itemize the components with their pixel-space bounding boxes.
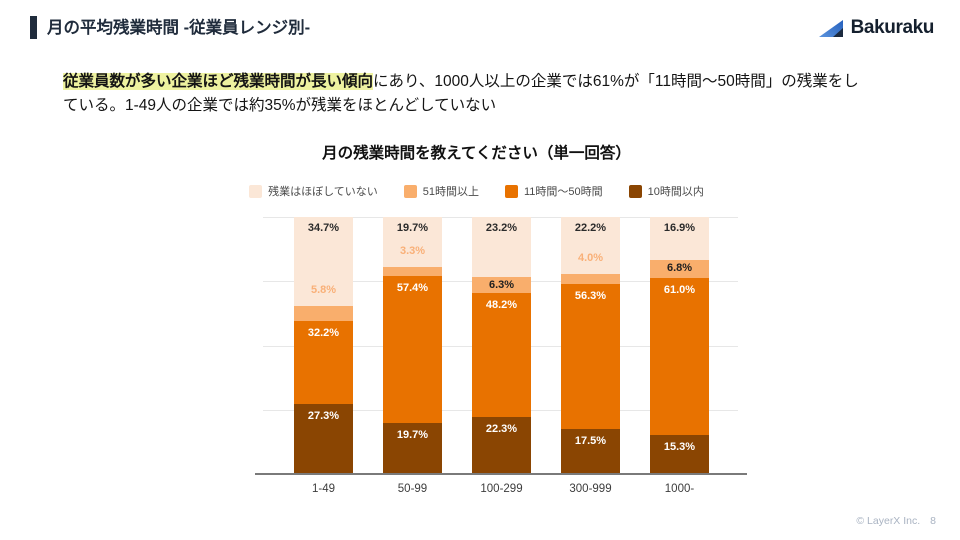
x-axis-line	[255, 473, 747, 475]
category-label: 1000-	[664, 483, 695, 495]
legend-swatch-icon	[628, 184, 642, 198]
segment-value-label: 61.0%	[663, 283, 696, 296]
segment-value-label: 15.3%	[663, 440, 696, 453]
segment-value-label: 57.4%	[396, 281, 429, 294]
bakuraku-logo: Bakuraku	[818, 17, 935, 39]
legend-item: 11時間〜50時間	[505, 183, 603, 199]
title-accent-bar	[30, 16, 37, 39]
segment-value-label: 5.8%	[310, 284, 337, 297]
legend-label: 51時間以上	[422, 186, 479, 198]
bar-segment	[294, 321, 353, 404]
legend-swatch-icon	[249, 184, 263, 198]
category-label: 300-999	[569, 483, 612, 495]
segment-value-label: 22.3%	[485, 422, 518, 435]
bar-segment	[294, 217, 353, 307]
chart-legend: 残業はほぼしていない 51時間以上 11時間〜50時間 10時間以内	[0, 183, 953, 199]
segment-value-label: 19.7%	[396, 221, 429, 234]
segment-value-label: 22.2%	[574, 222, 607, 234]
bar-segment	[472, 416, 531, 474]
legend-swatch-icon	[403, 184, 417, 198]
stacked-bar-plot: 27.3% 32.2% 5.8% 34.7% 1-49 19.7% 57.4% 3.3% 19.…	[255, 216, 747, 495]
bar-segment	[561, 274, 620, 285]
segment-value-label: 27.3%	[307, 409, 340, 422]
bar-segment	[561, 217, 620, 275]
category-label: 100-299	[480, 483, 523, 495]
legend-item: 残業はほぼしていない	[249, 183, 378, 199]
bar-segment	[472, 292, 531, 417]
category-label: 1-49	[311, 483, 336, 495]
bar-segment	[383, 275, 442, 424]
segment-value-label: 3.3%	[399, 245, 426, 258]
chart-title: 月の残業時間を教えてください（単一回答）	[322, 145, 631, 162]
segment-value-label: 34.7%	[307, 222, 340, 234]
bar-segment	[650, 434, 709, 474]
segment-value-label: 23.2%	[485, 222, 518, 234]
copyright-text: © LayerX Inc.	[856, 515, 921, 527]
summary-highlight: 従業員数が多い企業ほど残業時間が長い傾向	[63, 73, 374, 90]
segment-value-label: 17.5%	[574, 435, 607, 448]
legend-label: 残業はほぼしていない	[268, 186, 378, 198]
segment-value-label: 32.2%	[307, 327, 340, 340]
bar-segment	[294, 403, 353, 474]
bar-segment	[383, 216, 442, 268]
bar-segment	[472, 217, 531, 277]
summary-text: 従業員数が多い企業ほど残業時間が長い傾向にあり、1000人以上の企業では61%が…	[63, 70, 915, 119]
bar-segment	[294, 306, 353, 322]
category-label: 50-99	[397, 483, 428, 495]
legend-swatch-icon	[505, 184, 518, 198]
segment-value-label: 6.3%	[488, 278, 515, 291]
bar-segment	[472, 276, 531, 293]
bar-segment	[561, 284, 620, 430]
segment-value-label: 48.2%	[485, 298, 518, 311]
segment-value-label: 4.0%	[577, 252, 604, 265]
legend-item: 51時間以上	[403, 183, 479, 199]
bar-segment	[650, 217, 709, 261]
legend-label: 11時間〜50時間	[524, 186, 603, 198]
bar-segment	[383, 423, 442, 474]
legend-label: 10時間以内	[647, 186, 704, 198]
summary-line2: ている。1-49人の企業では約35%が残業をほとんどしていない	[63, 97, 497, 115]
bakuraku-sail-icon	[818, 19, 843, 37]
bar-segment	[650, 277, 709, 435]
legend-item: 10時間以内	[628, 183, 704, 199]
page-number: 8	[930, 515, 936, 527]
page-title: 月の平均残業時間 -従業員レンジ別-	[47, 19, 311, 37]
logo-text: Bakuraku	[850, 17, 935, 38]
footer: © LayerX Inc. 8	[856, 515, 936, 527]
bar-segment	[561, 429, 620, 474]
segment-value-label: 56.3%	[574, 290, 607, 303]
segment-value-label: 19.7%	[396, 429, 429, 442]
summary-line1-rest: にあり、1000人以上の企業では61%が「11時間〜50時間」の残業をし	[373, 73, 859, 90]
segment-value-label: 6.8%	[666, 262, 693, 275]
segment-value-label: 16.9%	[663, 222, 696, 234]
bar-segment	[650, 260, 709, 278]
bar-segment	[383, 267, 442, 276]
